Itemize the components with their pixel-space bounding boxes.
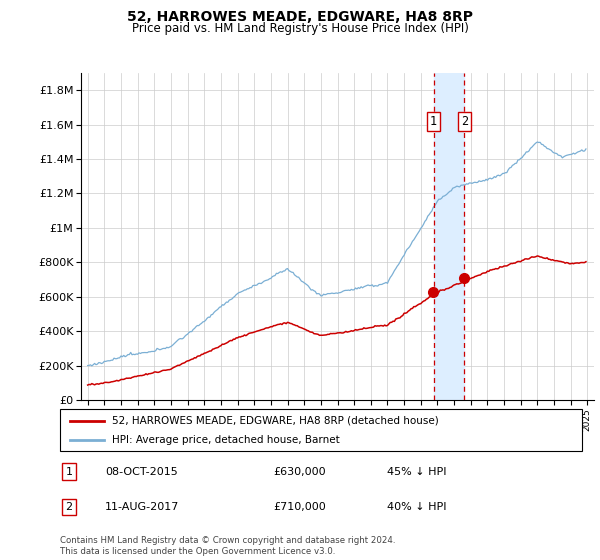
Text: 11-AUG-2017: 11-AUG-2017 bbox=[105, 502, 179, 512]
Text: 2: 2 bbox=[65, 502, 73, 512]
Bar bbox=[434, 73, 464, 400]
Text: Price paid vs. HM Land Registry's House Price Index (HPI): Price paid vs. HM Land Registry's House … bbox=[131, 22, 469, 35]
Text: 40% ↓ HPI: 40% ↓ HPI bbox=[387, 502, 446, 512]
Text: 1: 1 bbox=[65, 466, 73, 477]
Text: 2: 2 bbox=[461, 115, 468, 128]
Text: 45% ↓ HPI: 45% ↓ HPI bbox=[387, 466, 446, 477]
Text: 52, HARROWES MEADE, EDGWARE, HA8 8RP: 52, HARROWES MEADE, EDGWARE, HA8 8RP bbox=[127, 10, 473, 24]
FancyBboxPatch shape bbox=[60, 409, 582, 451]
Text: 52, HARROWES MEADE, EDGWARE, HA8 8RP (detached house): 52, HARROWES MEADE, EDGWARE, HA8 8RP (de… bbox=[112, 416, 439, 426]
Text: 1: 1 bbox=[430, 115, 437, 128]
Text: £710,000: £710,000 bbox=[273, 502, 326, 512]
Text: 08-OCT-2015: 08-OCT-2015 bbox=[105, 466, 178, 477]
Text: Contains HM Land Registry data © Crown copyright and database right 2024.
This d: Contains HM Land Registry data © Crown c… bbox=[60, 536, 395, 556]
Text: HPI: Average price, detached house, Barnet: HPI: Average price, detached house, Barn… bbox=[112, 435, 340, 445]
Text: £630,000: £630,000 bbox=[273, 466, 326, 477]
